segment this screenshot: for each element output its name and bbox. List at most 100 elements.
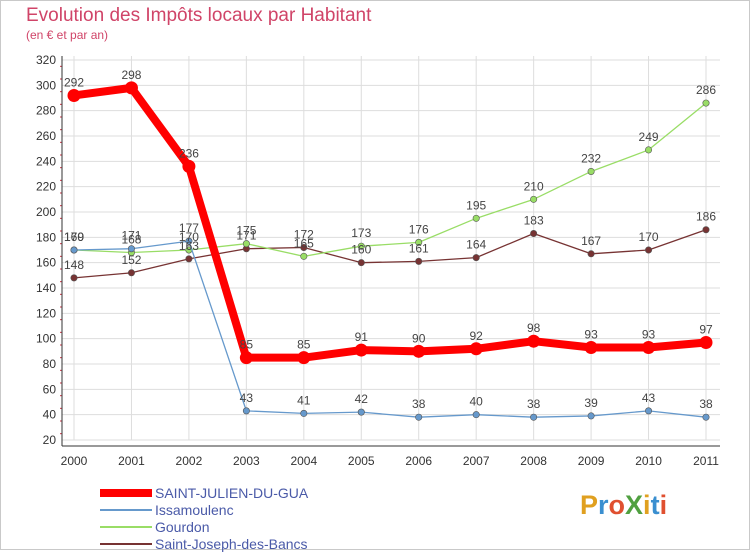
proxiti-logo: ProXiti	[580, 490, 667, 521]
data-point	[182, 159, 196, 173]
data-label: 98	[527, 321, 541, 335]
y-tick-label: 200	[36, 205, 56, 219]
data-point	[527, 334, 541, 348]
data-point	[587, 167, 595, 175]
data-label: 90	[412, 331, 426, 345]
data-point	[702, 226, 710, 234]
data-label: 92	[470, 329, 484, 343]
legend-swatch	[100, 489, 152, 497]
data-point	[239, 351, 253, 365]
data-point	[357, 259, 365, 267]
data-label: 176	[409, 222, 429, 236]
y-tick-label: 140	[36, 281, 56, 295]
data-point	[587, 250, 595, 258]
logo-letter: t	[650, 490, 660, 520]
data-point	[699, 335, 713, 349]
x-tick-label: 2011	[693, 454, 719, 468]
y-tick-label: 180	[36, 230, 56, 244]
data-point	[354, 343, 368, 357]
logo-letter: i	[659, 490, 668, 520]
y-tick-label: 280	[36, 104, 56, 118]
data-point	[242, 240, 250, 248]
data-point	[642, 341, 656, 355]
data-point	[185, 237, 193, 245]
data-point	[357, 408, 365, 416]
data-label: 298	[121, 68, 141, 82]
data-label: 168	[121, 233, 141, 247]
y-tick-label: 320	[36, 53, 56, 67]
data-point	[127, 269, 135, 277]
data-point	[469, 342, 483, 356]
legend-swatch	[100, 526, 152, 528]
data-label: 195	[466, 198, 486, 212]
data-point	[584, 341, 598, 355]
legend-label: Issamoulenc	[155, 502, 234, 518]
data-label: 91	[355, 330, 369, 344]
x-tick-label: 2009	[578, 454, 605, 468]
data-label: 42	[355, 392, 369, 406]
data-label: 286	[696, 83, 716, 97]
legend-label: Saint-Joseph-des-Bancs	[155, 536, 308, 552]
x-tick-label: 2000	[61, 454, 88, 468]
data-label: 165	[294, 236, 314, 250]
legend-label: Gourdon	[155, 519, 210, 535]
y-tick-label: 80	[43, 357, 57, 371]
data-label: 169	[64, 230, 84, 244]
data-label: 186	[696, 210, 716, 224]
legend-swatch	[100, 543, 152, 545]
data-point	[67, 88, 81, 102]
data-point	[472, 411, 480, 419]
data-point	[530, 413, 538, 421]
data-label: 170	[179, 230, 199, 244]
data-label: 236	[179, 146, 199, 160]
data-label: 93	[642, 328, 656, 342]
y-tick-label: 260	[36, 129, 56, 143]
data-label: 175	[236, 224, 256, 238]
data-label: 232	[581, 151, 601, 165]
data-label: 38	[699, 397, 713, 411]
y-tick-label: 160	[36, 256, 56, 270]
y-tick-label: 240	[36, 154, 56, 168]
series-line	[73, 229, 707, 279]
y-tick-label: 220	[36, 180, 56, 194]
data-point	[412, 344, 426, 358]
data-label: 292	[64, 75, 84, 89]
data-label: 40	[470, 395, 484, 409]
data-label: 97	[699, 322, 713, 336]
legend-swatch	[100, 509, 152, 511]
series-line	[73, 102, 707, 257]
y-tick-label: 300	[36, 78, 56, 92]
x-tick-label: 2003	[233, 454, 260, 468]
data-point	[124, 81, 138, 95]
x-tick-label: 2001	[118, 454, 145, 468]
x-tick-label: 2007	[463, 454, 490, 468]
data-label: 249	[639, 130, 659, 144]
data-label: 148	[64, 258, 84, 272]
data-label: 152	[121, 253, 141, 267]
data-label: 161	[409, 241, 429, 255]
logo-letter: P	[580, 490, 599, 520]
y-tick-label: 60	[43, 382, 57, 396]
x-tick-label: 2010	[635, 454, 662, 468]
data-point	[70, 274, 78, 282]
data-point	[415, 238, 423, 246]
data-point	[472, 254, 480, 262]
data-point	[645, 146, 653, 154]
data-point	[702, 99, 710, 107]
data-point	[357, 242, 365, 250]
data-label: 160	[351, 243, 371, 257]
data-label: 163	[179, 239, 199, 253]
data-point	[70, 246, 78, 254]
data-label: 173	[351, 226, 371, 240]
series-line	[73, 83, 707, 362]
data-label: 38	[527, 397, 541, 411]
data-point	[645, 246, 653, 254]
data-point	[297, 351, 311, 365]
data-label: 41	[297, 393, 311, 407]
data-label: 170	[64, 230, 84, 244]
data-label: 43	[642, 391, 656, 405]
legend-label: SAINT-JULIEN-DU-GUA	[155, 485, 309, 501]
logo-letter: X	[625, 490, 644, 520]
x-tick-label: 2005	[348, 454, 375, 468]
